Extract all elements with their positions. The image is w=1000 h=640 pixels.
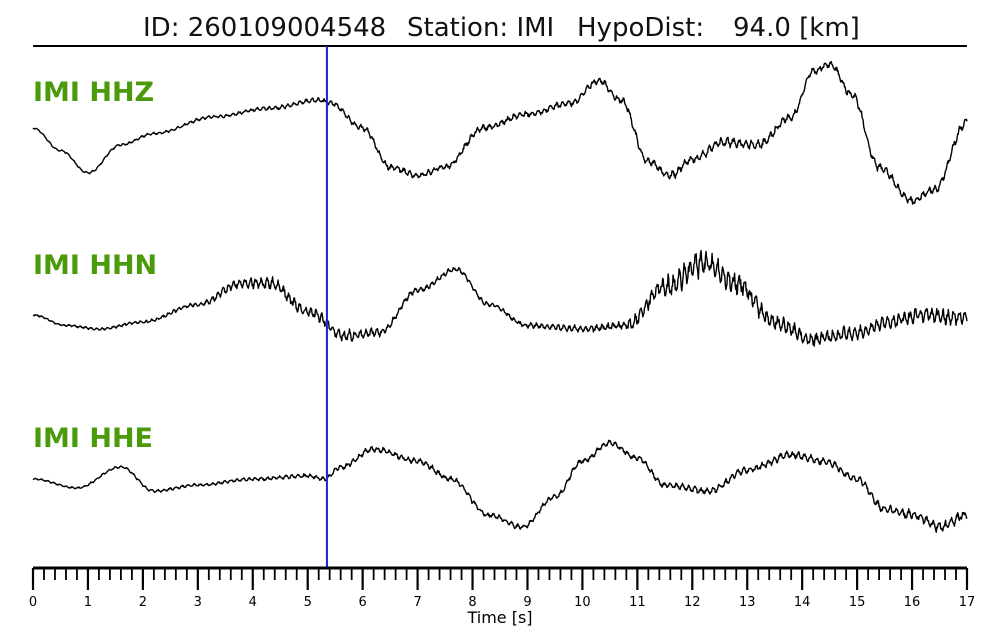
x-tick-label: 16 xyxy=(904,595,921,610)
hypodist-label: HypoDist: xyxy=(577,13,704,43)
trace-hhe xyxy=(32,439,968,533)
x-tick-label: 2 xyxy=(139,595,147,610)
trace-hhz xyxy=(32,60,968,205)
x-axis-label: Time [s] xyxy=(466,608,532,627)
x-tick-label: 6 xyxy=(359,595,367,610)
event-id-label: ID: 260109004548 xyxy=(143,13,386,43)
x-tick-label: 3 xyxy=(194,595,202,610)
x-tick-label: 0 xyxy=(29,595,37,610)
title-bar: ID: 260109004548 Station: IMI HypoDist: … xyxy=(143,13,860,43)
time-axis: Time [s] 0 1 2 3 4 5 6 7 8 9 10 11 12 13 14 15 16 17 xyxy=(29,566,976,627)
x-tick-label: 5 xyxy=(304,595,312,610)
trace-hhn xyxy=(32,249,968,347)
x-tick-label: 15 xyxy=(849,595,866,610)
station-label: Station: IMI xyxy=(407,13,554,43)
trace-group xyxy=(32,60,968,533)
x-tick-label: 8 xyxy=(468,595,476,610)
x-tick-label: 17 xyxy=(959,595,976,610)
channel-label-hhn: IMI HHN xyxy=(33,250,157,281)
x-tick-label: 11 xyxy=(629,595,646,610)
hypodist-value: 94.0 [km] xyxy=(733,13,860,43)
x-tick-label: 12 xyxy=(684,595,701,610)
x-tick-label: 10 xyxy=(574,595,591,610)
x-tick-label: 13 xyxy=(739,595,756,610)
x-tick-label: 1 xyxy=(84,595,92,610)
channel-label-hhe: IMI HHE xyxy=(33,423,153,454)
x-tick-label: 4 xyxy=(249,595,257,610)
channel-label-hhz: IMI HHZ xyxy=(33,77,154,108)
x-tick-label: 14 xyxy=(794,595,811,610)
x-tick-label: 9 xyxy=(523,595,531,610)
x-tick-label: 7 xyxy=(413,595,421,610)
